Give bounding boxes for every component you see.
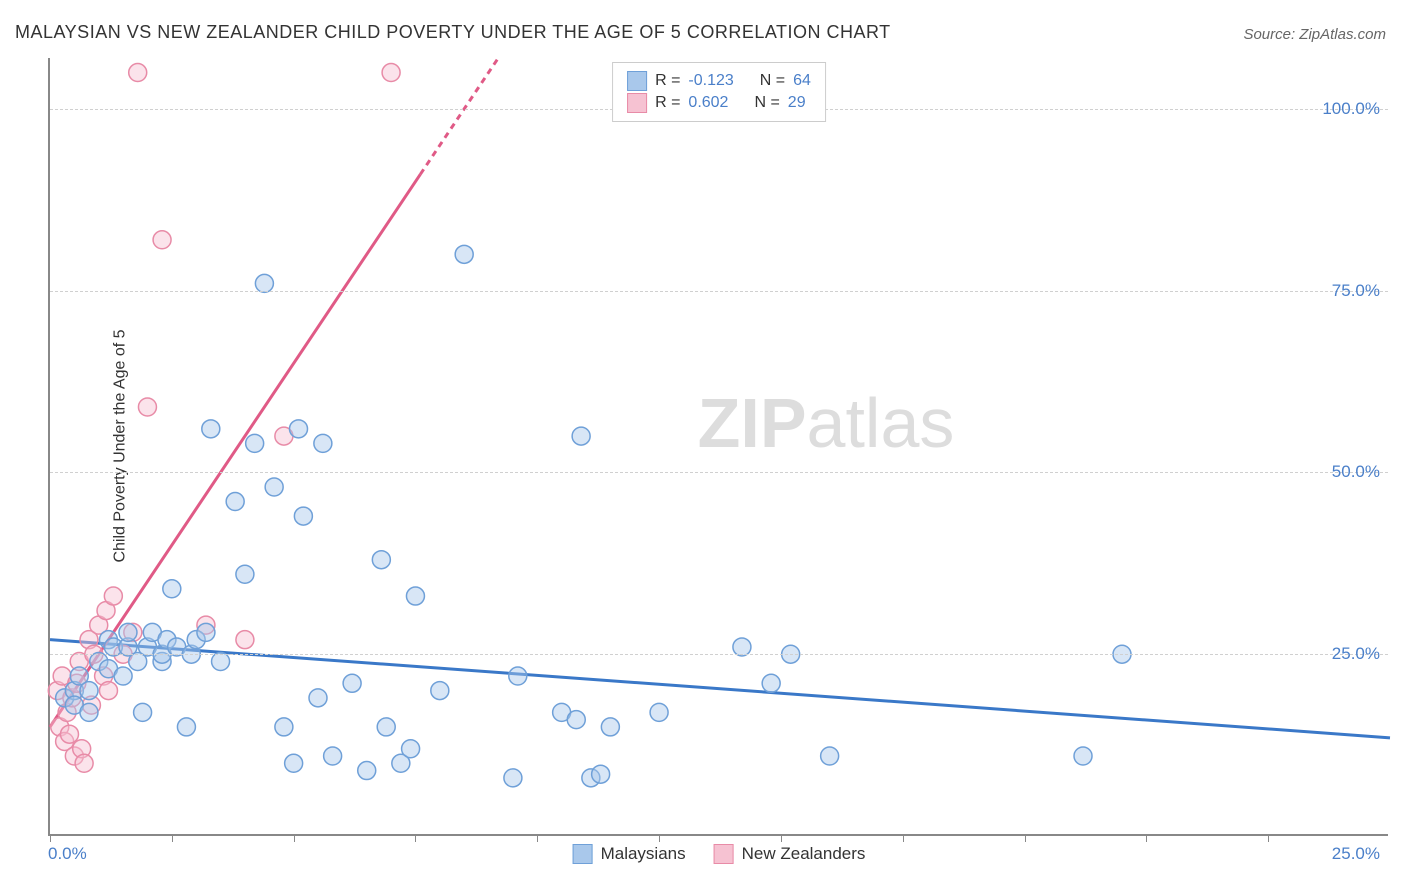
correlation-legend: R = -0.123 N = 64 R = 0.602 N = 29 — [612, 62, 826, 122]
swatch-newzealanders — [627, 93, 647, 113]
n-value-newzealanders: 29 — [788, 94, 806, 112]
gridline-y — [50, 472, 1388, 473]
n-value-malaysians: 64 — [793, 72, 811, 90]
x-tick — [172, 834, 173, 842]
gridline-y — [50, 654, 1388, 655]
x-tick — [659, 834, 660, 842]
y-tick-label: 50.0% — [1332, 462, 1380, 482]
legend-label-newzealanders: New Zealanders — [742, 844, 866, 864]
x-tick — [1146, 834, 1147, 842]
r-value-newzealanders: 0.602 — [688, 94, 728, 112]
x-tick — [537, 834, 538, 842]
legend-row-malaysians: R = -0.123 N = 64 — [627, 71, 811, 91]
legend-swatch-newzealanders — [714, 844, 734, 864]
legend-row-newzealanders: R = 0.602 N = 29 — [627, 93, 811, 113]
plot-area: ZIPatlas R = -0.123 N = 64 R = 0.602 N =… — [48, 58, 1388, 836]
x-tick — [294, 834, 295, 842]
chart-title: MALAYSIAN VS NEW ZEALANDER CHILD POVERTY… — [15, 22, 891, 43]
x-tick-0: 0.0% — [48, 844, 87, 864]
swatch-malaysians — [627, 71, 647, 91]
chart-container: MALAYSIAN VS NEW ZEALANDER CHILD POVERTY… — [0, 0, 1406, 892]
legend-item-malaysians: Malaysians — [573, 844, 686, 864]
legend-label-malaysians: Malaysians — [601, 844, 686, 864]
y-tick-label: 25.0% — [1332, 644, 1380, 664]
x-tick — [415, 834, 416, 842]
x-tick — [1268, 834, 1269, 842]
x-tick — [781, 834, 782, 842]
y-tick-label: 100.0% — [1322, 99, 1380, 119]
gridline-y — [50, 291, 1388, 292]
scatter-svg — [50, 58, 1388, 834]
x-tick-25: 25.0% — [1332, 844, 1380, 864]
source-attribution: Source: ZipAtlas.com — [1243, 26, 1386, 43]
series-legend: Malaysians New Zealanders — [573, 844, 866, 864]
x-tick — [903, 834, 904, 842]
r-value-malaysians: -0.123 — [688, 72, 733, 90]
x-tick — [50, 834, 51, 842]
y-tick-label: 75.0% — [1332, 281, 1380, 301]
x-tick — [1025, 834, 1026, 842]
legend-item-newzealanders: New Zealanders — [714, 844, 866, 864]
legend-swatch-malaysians — [573, 844, 593, 864]
